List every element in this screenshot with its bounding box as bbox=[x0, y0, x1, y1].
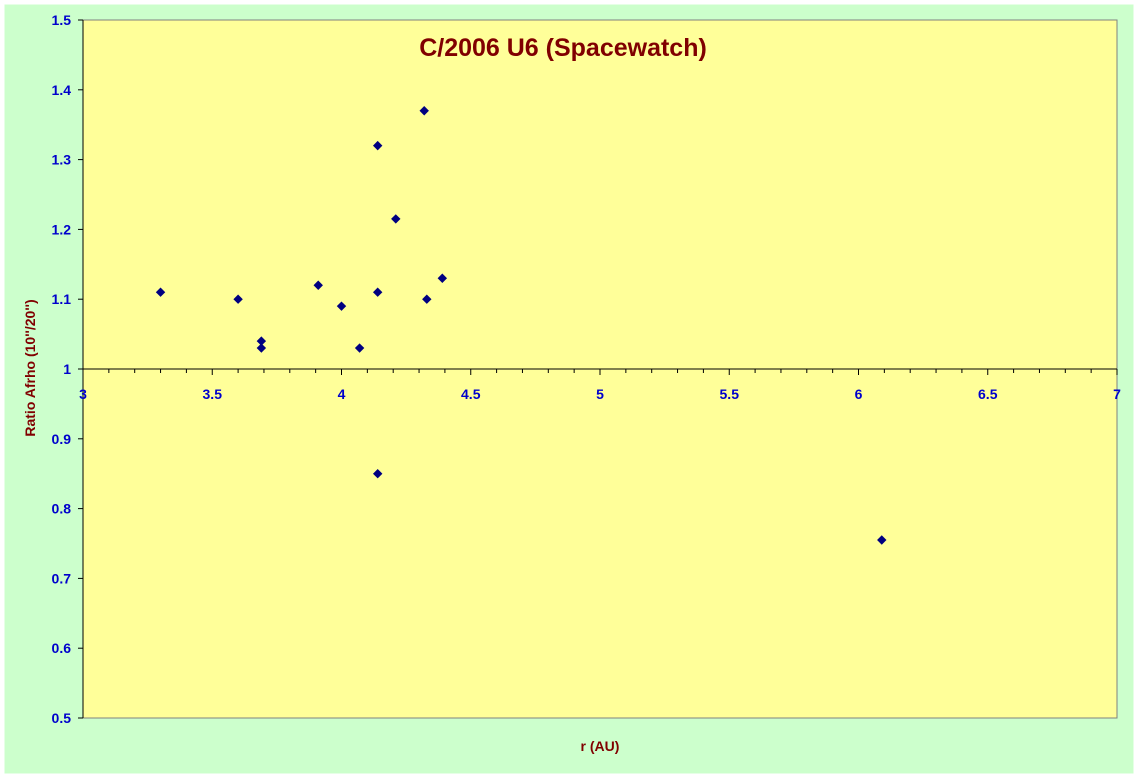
data-point bbox=[256, 343, 267, 353]
data-point bbox=[155, 287, 166, 297]
data-point bbox=[354, 343, 365, 353]
y-tick-label: 0.9 bbox=[52, 431, 72, 447]
chart-title: C/2006 U6 (Spacewatch) bbox=[419, 34, 707, 62]
x-tick-label: 3 bbox=[79, 386, 87, 402]
y-tick-label: 0.8 bbox=[52, 501, 72, 517]
y-tick-label: 0.6 bbox=[52, 640, 72, 656]
data-point bbox=[372, 287, 383, 297]
y-axis-title: Ratio Afrho (10''/20'') bbox=[22, 299, 38, 436]
x-tick-label: 4 bbox=[338, 386, 346, 402]
y-tick-label: 1.3 bbox=[52, 152, 72, 168]
x-axis-title: r (AU) bbox=[581, 738, 620, 754]
x-tick-label: 6.5 bbox=[978, 386, 998, 402]
y-axis: 0.5 0.6 0.7 0.8 0.9 1 1.1 1.2 1.3 1.4 1.5 bbox=[52, 12, 84, 726]
x-axis: 3 3.5 4 4.5 5 5.5 6 6.5 7 bbox=[79, 368, 1121, 402]
data-point bbox=[372, 140, 383, 151]
y-tick-label: 0.5 bbox=[52, 710, 72, 726]
data-point bbox=[437, 273, 448, 283]
y-tick-label: 0.7 bbox=[52, 570, 72, 586]
x-tick-label: 5 bbox=[596, 386, 604, 402]
data-point bbox=[313, 280, 323, 290]
data-point bbox=[391, 214, 401, 224]
y-tick-label: 1.2 bbox=[52, 221, 72, 237]
data-point bbox=[422, 294, 432, 304]
y-tick-label: 1.4 bbox=[52, 82, 72, 98]
data-point bbox=[336, 301, 347, 311]
x-tick-label: 6 bbox=[855, 386, 863, 402]
data-markers bbox=[155, 106, 887, 545]
y-tick-label: 1.5 bbox=[52, 12, 72, 28]
x-tick-label: 3.5 bbox=[203, 386, 223, 402]
data-point bbox=[372, 468, 383, 479]
data-point bbox=[233, 294, 243, 304]
y-tick-label: 1 bbox=[63, 361, 71, 377]
data-point bbox=[419, 106, 429, 116]
x-tick-label: 4.5 bbox=[461, 386, 481, 402]
data-point bbox=[877, 535, 887, 545]
x-tick-label: 7 bbox=[1113, 386, 1121, 402]
y-tick-label: 1.1 bbox=[52, 291, 72, 307]
x-tick-label: 5.5 bbox=[720, 386, 740, 402]
